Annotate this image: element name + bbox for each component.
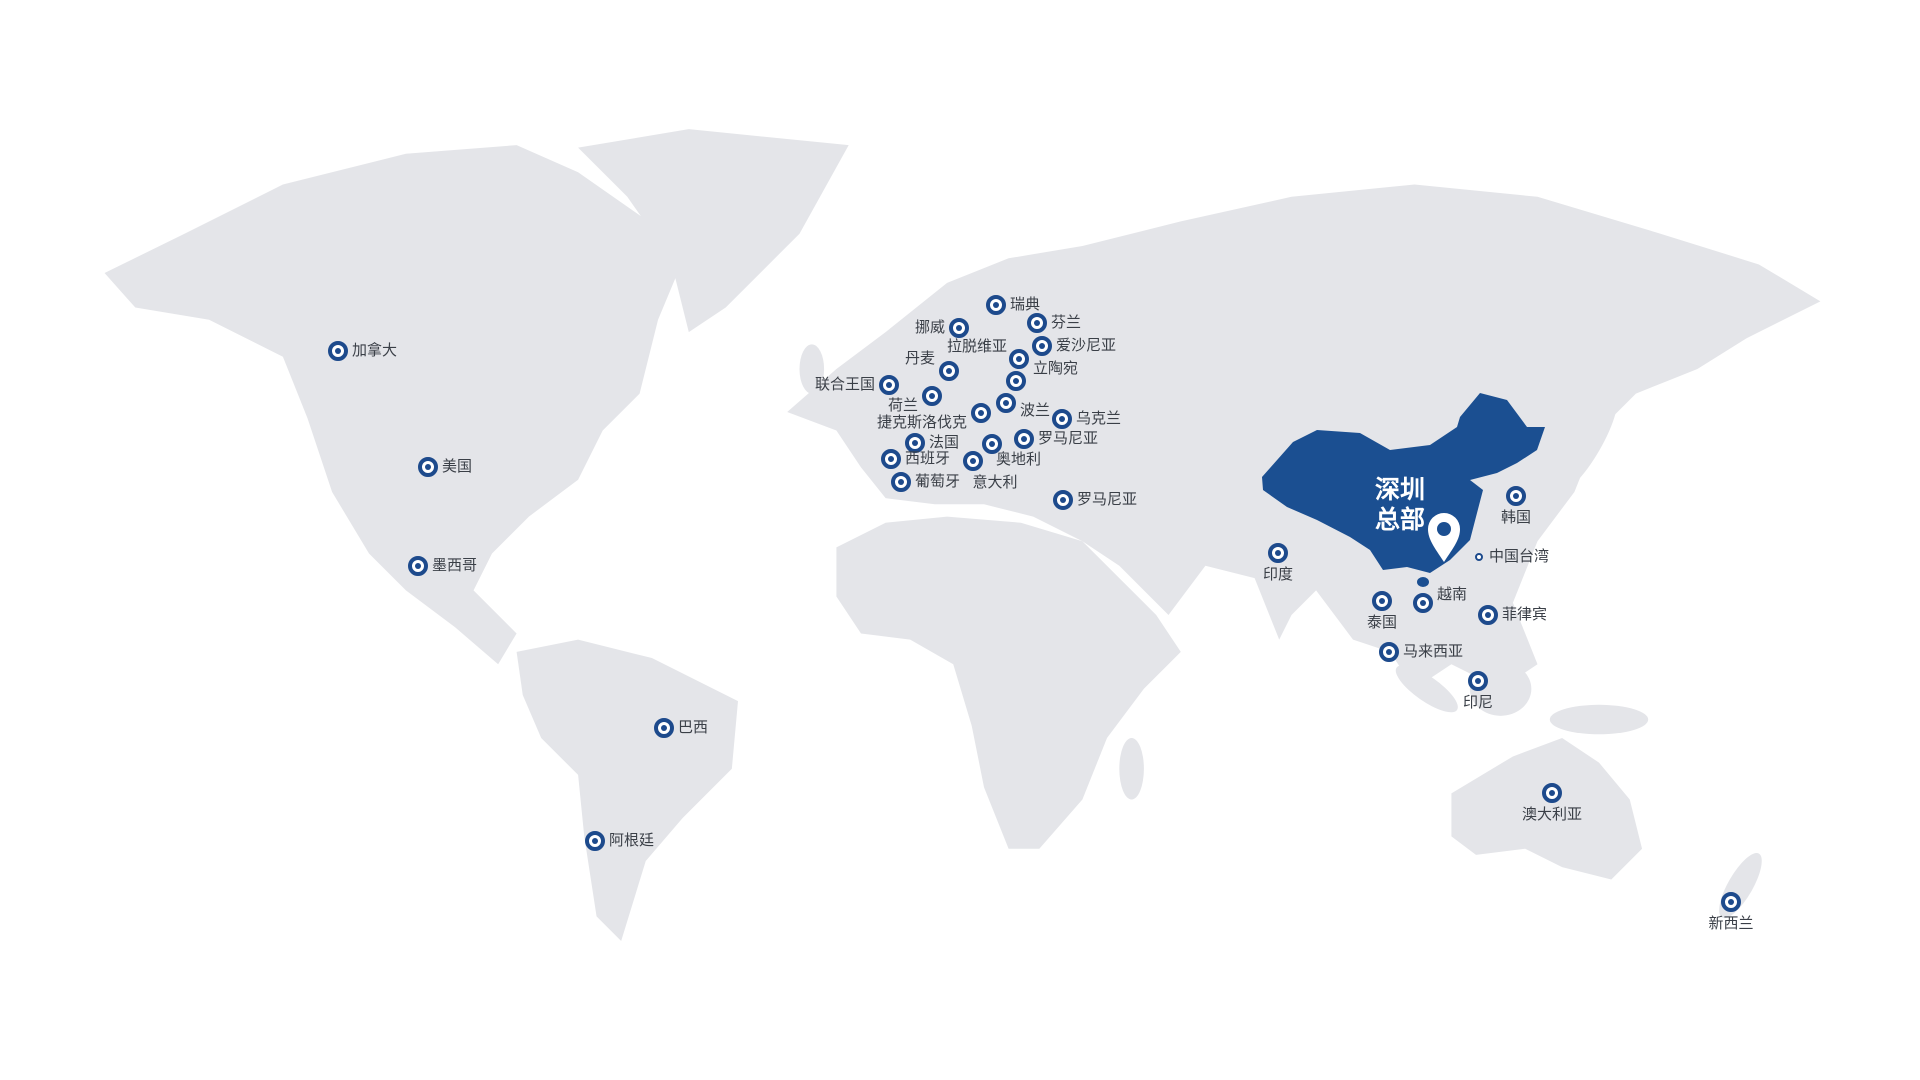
location-icon xyxy=(939,361,959,381)
location-icon xyxy=(1053,490,1073,510)
location-icon xyxy=(1032,336,1052,356)
location-icon xyxy=(1379,642,1399,662)
location-icon xyxy=(1478,605,1498,625)
location-icon xyxy=(1014,429,1034,449)
location-icon xyxy=(585,831,605,851)
new-guinea xyxy=(1549,704,1649,735)
location-icon xyxy=(905,433,925,453)
location-icon xyxy=(1475,553,1483,561)
location-icon xyxy=(881,449,901,469)
location-icon xyxy=(891,472,911,492)
location-icon xyxy=(1052,409,1072,429)
location-icon xyxy=(1413,593,1433,613)
madagascar xyxy=(1119,738,1144,800)
location-icon xyxy=(654,718,674,738)
sumatra xyxy=(1395,665,1458,713)
africa xyxy=(836,516,1181,849)
location-icon xyxy=(1372,591,1392,611)
map-pin-icon[interactable] xyxy=(1428,513,1460,562)
china-region xyxy=(1262,393,1545,573)
australia xyxy=(1451,738,1643,880)
location-icon xyxy=(1268,543,1288,563)
location-icon xyxy=(328,341,348,361)
location-icon xyxy=(949,318,969,338)
location-icon xyxy=(982,434,1002,454)
location-icon xyxy=(408,556,428,576)
location-icon xyxy=(1542,783,1562,803)
uk-island xyxy=(799,344,825,394)
location-icon xyxy=(1468,671,1488,691)
location-icon xyxy=(1006,371,1026,391)
location-icon xyxy=(1027,313,1047,333)
location-icon xyxy=(1009,349,1029,369)
japan xyxy=(1556,394,1618,492)
location-icon xyxy=(879,375,899,395)
location-icon xyxy=(971,403,991,423)
north-america xyxy=(104,145,689,665)
location-icon xyxy=(986,295,1006,315)
south-america xyxy=(516,639,738,941)
greenland xyxy=(578,129,849,333)
location-icon xyxy=(1506,486,1526,506)
new-zealand xyxy=(1719,853,1762,919)
location-icon xyxy=(418,457,438,477)
headquarters-label: 深圳 总部 xyxy=(1375,475,1426,534)
location-icon xyxy=(1721,892,1741,912)
location-icon xyxy=(996,393,1016,413)
location-icon xyxy=(922,386,942,406)
location-icon xyxy=(963,451,983,471)
hainan xyxy=(1417,577,1429,587)
